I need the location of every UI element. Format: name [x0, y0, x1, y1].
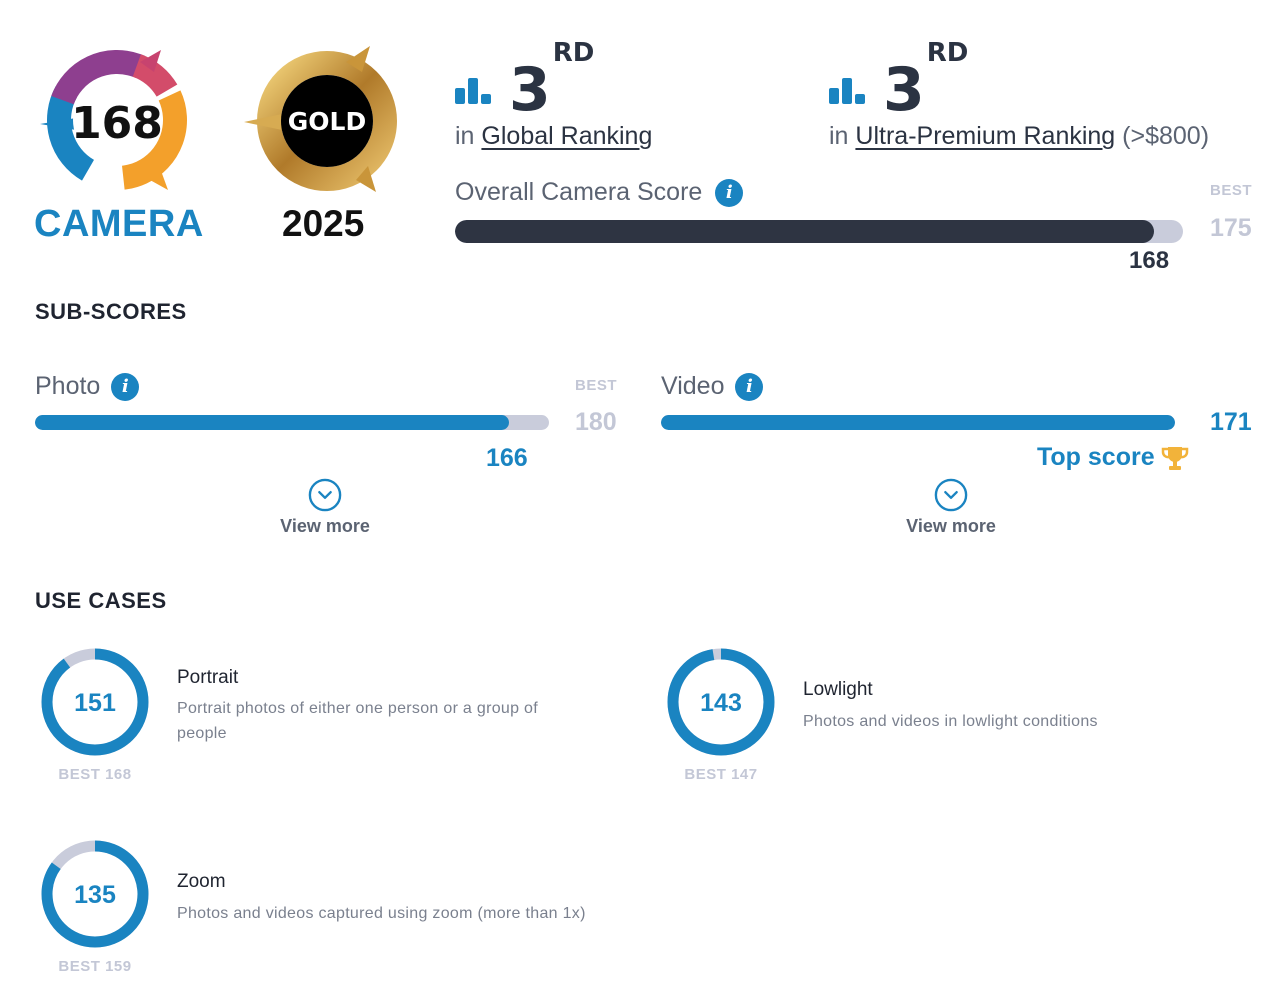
lowlight-description: Photos and videos in lowlight conditions — [803, 709, 1098, 734]
use-cases-title: USE CASES — [35, 588, 167, 613]
info-icon[interactable]: i — [715, 179, 744, 208]
portrait-best: BEST 168 — [58, 766, 132, 783]
award-year: 2025 — [282, 203, 365, 244]
chevron-down-icon[interactable] — [934, 478, 968, 512]
overall-score-label: Overall Camera Score i — [455, 178, 744, 208]
overall-best-value: 175 — [1210, 214, 1252, 242]
photo-label-row: Photo i — [35, 372, 140, 402]
gold-award-text: GOLD — [288, 107, 366, 136]
video-score-bar — [661, 415, 1175, 430]
overall-score-value: 168 — [1129, 247, 1170, 274]
photo-best-value: 180 — [575, 408, 617, 436]
badge-score: 168 — [71, 98, 163, 149]
chevron-down-icon[interactable] — [308, 478, 342, 512]
zoom-score-arc — [41, 840, 149, 948]
portrait-description: Portrait photos of either one person or … — [177, 696, 538, 746]
description-line: people — [177, 725, 227, 742]
photo-score-fill — [35, 415, 509, 430]
photo-best-label: BEST — [575, 377, 618, 394]
zoom-best: BEST 159 — [58, 958, 132, 975]
description-line: Portrait photos of either one person or … — [177, 700, 538, 717]
portrait-score-arc — [41, 648, 149, 756]
lowlight-title: Lowlight — [803, 679, 873, 700]
zoom-score: 135 — [74, 881, 116, 909]
global-ranking: 3 RD in Global Ranking — [455, 38, 653, 151]
video-label: Video — [661, 372, 725, 400]
photo-score-bar — [35, 415, 549, 430]
trophy-icon — [1161, 446, 1188, 470]
info-icon[interactable]: i — [735, 373, 764, 402]
top-score-label: Top score — [1037, 443, 1155, 471]
portrait-title: Portrait — [177, 667, 239, 688]
video-view-more[interactable]: View more — [891, 478, 1011, 537]
ranking-bars-icon — [829, 78, 865, 104]
photo-score-value: 166 — [486, 444, 528, 472]
zoom-title: Zoom — [177, 871, 226, 892]
segment-rank-prefix: in — [829, 122, 849, 150]
top-score-badge: Top score — [1037, 443, 1189, 472]
price-segment: (>$800) — [1122, 122, 1210, 150]
global-ranking-link[interactable]: Global Ranking — [481, 122, 653, 150]
ultra-premium-ranking: 3 RD in Ultra-Premium Ranking (>$800) — [829, 38, 1210, 151]
overall-score-title: Overall Camera Score — [455, 178, 703, 206]
lowlight-score-arc — [667, 648, 775, 756]
photo-view-more[interactable]: View more — [265, 478, 385, 537]
ultra-premium-ranking-link[interactable]: Ultra-Premium Ranking — [855, 122, 1116, 150]
overall-score-fill — [455, 220, 1154, 243]
portrait-score: 151 — [74, 689, 116, 717]
lowlight-score: 143 — [700, 689, 742, 717]
segment-rank-number: 3 — [883, 55, 925, 125]
video-label-row: Video i — [661, 372, 764, 402]
description-line: Photos and videos captured using zoom (m… — [177, 905, 586, 922]
zoom-description: Photos and videos captured using zoom (m… — [177, 901, 586, 926]
photo-label: Photo — [35, 372, 101, 400]
view-more-label[interactable]: View more — [906, 516, 996, 536]
global-rank-suffix: RD — [552, 38, 595, 68]
lowlight-best: BEST 147 — [684, 766, 758, 783]
camera-label: CAMERA — [34, 203, 204, 245]
video-score-value: 171 — [1210, 408, 1252, 436]
overall-score-bar — [455, 220, 1183, 243]
camera-score-badge: 168 — [36, 40, 198, 205]
overall-best-label: BEST — [1210, 182, 1253, 199]
subscores-title: SUB-SCORES — [35, 299, 187, 324]
video-score-fill — [661, 415, 1175, 430]
zoom-ring: 135 — [40, 839, 150, 954]
segment-rank-suffix: RD — [926, 38, 969, 68]
info-icon[interactable]: i — [111, 373, 140, 402]
gold-award-badge: GOLD — [242, 42, 400, 203]
view-more-label[interactable]: View more — [280, 516, 370, 536]
global-rank-number: 3 — [509, 55, 551, 125]
ranking-bars-icon — [455, 78, 491, 104]
description-line: Photos and videos in lowlight conditions — [803, 713, 1098, 730]
portrait-ring: 151 — [40, 647, 150, 762]
lowlight-ring: 143 — [666, 647, 776, 762]
global-rank-prefix: in — [455, 122, 475, 150]
